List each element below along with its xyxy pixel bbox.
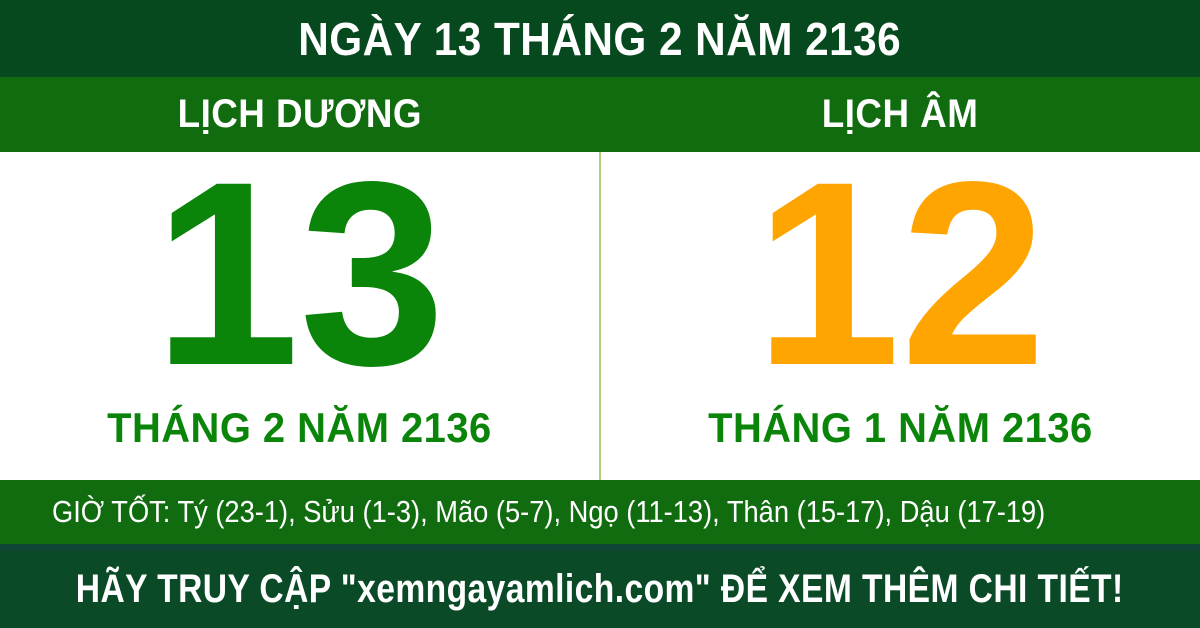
lunar-day-number: 12 bbox=[754, 127, 1047, 420]
date-header: NGÀY 13 THÁNG 2 NĂM 2136 bbox=[0, 0, 1200, 77]
lunar-calendar-heading: LỊCH ÂM bbox=[600, 77, 1200, 152]
footer-banner: HÃY TRUY CẬP "xemngayamlich.com" ĐỂ XEM … bbox=[0, 551, 1200, 628]
lunar-month-year: THÁNG 1 NĂM 2136 bbox=[708, 404, 1093, 451]
solar-day-number: 13 bbox=[153, 127, 446, 420]
separator-line bbox=[0, 544, 1200, 551]
solar-month-year: THÁNG 2 NĂM 2136 bbox=[107, 404, 492, 451]
calendar-type-band: LỊCH DƯƠNG LỊCH ÂM bbox=[0, 77, 1200, 152]
solar-panel: 13 THÁNG 2 NĂM 2136 bbox=[0, 127, 599, 480]
solar-calendar-heading: LỊCH DƯƠNG bbox=[0, 77, 600, 152]
solar-calendar-heading-label: LỊCH DƯƠNG bbox=[177, 92, 423, 136]
lunar-panel: 12 THÁNG 1 NĂM 2136 bbox=[601, 127, 1200, 480]
good-hours-text: GIỜ TỐT: Tý (23-1), Sửu (1-3), Mão (5-7)… bbox=[52, 494, 1046, 529]
lunar-calendar-heading-label: LỊCH ÂM bbox=[821, 92, 979, 136]
calendar-panels: 13 THÁNG 2 NĂM 2136 12 THÁNG 1 NĂM 2136 bbox=[0, 127, 1200, 480]
date-header-title: NGÀY 13 THÁNG 2 NĂM 2136 bbox=[298, 12, 902, 65]
footer-cta-text: HÃY TRUY CẬP "xemngayamlich.com" ĐỂ XEM … bbox=[76, 567, 1124, 611]
good-hours-bar: GIỜ TỐT: Tý (23-1), Sửu (1-3), Mão (5-7)… bbox=[0, 480, 1200, 544]
panel-divider bbox=[599, 152, 601, 480]
